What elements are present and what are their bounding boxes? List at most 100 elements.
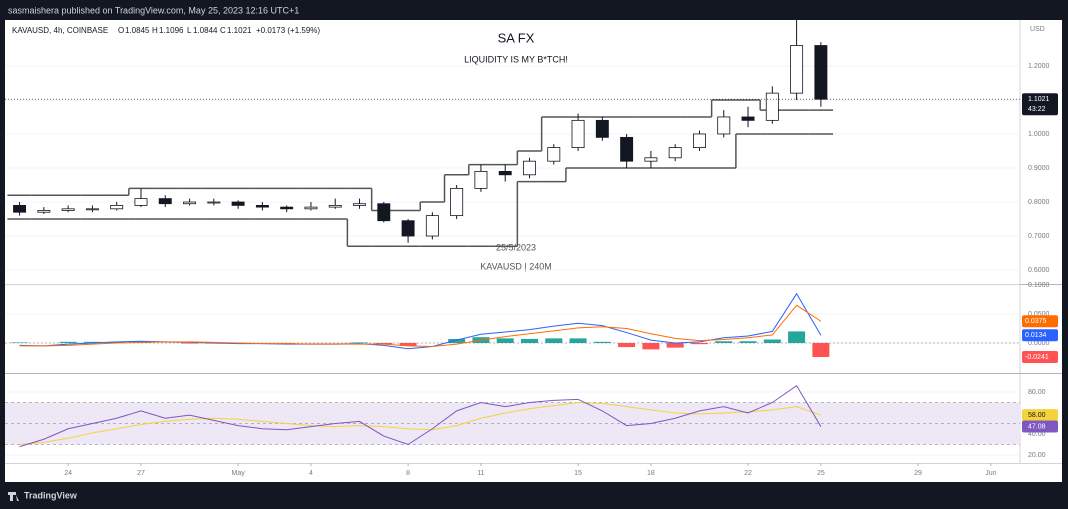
candle-body [304,206,318,210]
annotation: 25/5/2023 [496,242,536,252]
price-tag [1022,329,1058,342]
ohlc-value: 1.0844 [193,26,218,35]
brand-logo [8,492,19,501]
x-tick-label: 24 [64,470,72,477]
x-tick-label: 25 [817,470,825,477]
histogram-bar [83,341,101,343]
candle-body [425,215,439,237]
legend: KAVAUSD, 4h, COINBASE O 1.0845 H 1.1096 … [12,26,320,35]
ohlc-value: 1.1096 [159,26,184,35]
candle-body [474,170,488,189]
x-tick-label: Jun [985,470,996,477]
candle-body [741,116,755,121]
publisher: sasmaishera published on TradingView.com… [8,5,299,15]
candle-body [328,205,342,208]
histogram-bar [375,343,393,345]
histogram-bar [812,343,830,357]
candle-body [207,201,221,204]
chart-subtitle: LIQUIDITY IS MY B*TCH! [464,54,568,64]
histogram-bar [690,343,708,345]
histogram-bar [496,338,514,343]
histogram-bar [569,338,587,343]
price-tag-label: 0.0134 [1025,332,1047,339]
y-tick-label: 0.8000 [1028,199,1050,206]
histogram-bar [448,338,466,343]
ohlc-key: O [118,26,124,35]
candle-body [255,205,269,208]
ohlc-value: 1.0845 [125,26,150,35]
price-tag-label: 47.08 [1028,423,1046,430]
x-tick-label: 11 [477,470,484,477]
y-tick-label: 80.00 [1028,389,1046,396]
y-tick-label: 40.00 [1028,431,1046,438]
x-tick-label: 8 [406,470,410,477]
candle-body [110,205,124,210]
x-tick-label: 4 [309,470,313,477]
candle-body [498,170,512,176]
x-tick-label: May [231,470,245,477]
y-tick-label: 1.0000 [1028,131,1050,138]
candle-body [231,201,245,206]
histogram-bar [715,341,733,343]
chart-title: SA FX [498,30,535,45]
histogram-bar [181,343,199,344]
y-tick-label: 0.9000 [1028,165,1050,172]
ohlc-change: +0.0173 (+1.59%) [256,26,320,35]
candle-body [401,220,415,237]
candle-body [158,198,172,205]
price-tag [1022,409,1058,422]
ohlc-value: 1.1021 [227,26,252,35]
signal-line [19,304,822,347]
histogram-bar [593,341,611,343]
price-tag-label: 58.00 [1028,412,1046,419]
price-tag [1022,315,1058,328]
price-tag [1022,420,1058,433]
candle-body [717,116,731,135]
histogram-bar [763,339,781,343]
candle-body [13,205,27,213]
histogram-bar [108,341,126,343]
histogram-bar [739,341,757,343]
candle-body [280,206,294,210]
candle-body [547,147,561,162]
y-tick-label: 0.0000 [1028,340,1050,347]
countdown: 43:22 [1028,106,1046,113]
price-tag-label: 0.0375 [1025,318,1047,325]
histogram-bar [399,343,417,346]
histogram-bar [545,338,563,343]
candle-body [134,198,148,206]
annotation: KAVAUSD | 240M [480,261,552,271]
ohlc-key: H [152,26,158,35]
y-tick-label: 0.6000 [1028,267,1050,274]
rsi-ma-line [19,401,822,446]
x-tick-label: 22 [744,470,752,477]
histogram-bar [520,338,538,343]
x-tick-label: 27 [137,470,145,477]
x-tick-label: 15 [574,470,582,477]
candle-body [353,203,366,206]
y-tick-label: 1.2000 [1028,63,1050,70]
candle-body [85,208,99,211]
y-tick-label: 20.00 [1028,452,1046,459]
x-tick-label: 18 [647,470,655,477]
candle-body [595,119,609,138]
candle-body [377,203,391,222]
histogram-bar [642,343,660,350]
macd-line [19,292,822,350]
y-tick-label: 0.1000 [1028,282,1050,289]
candle-body [644,157,658,162]
histogram-bar [618,343,636,348]
price-tag [1022,350,1058,363]
rsi-line [19,384,822,448]
histogram-bar [666,343,684,348]
histogram-bar [351,342,369,343]
x-tick-label: 29 [914,470,922,477]
brand: TradingView [24,490,78,500]
y-tick-label: 0.0500 [1028,311,1050,318]
histogram-bar [11,342,29,343]
candle-body [693,133,706,148]
y-tick-label: 0.7000 [1028,233,1050,240]
candle-body [523,160,536,176]
candle-body [668,147,682,159]
ohlc-key: L [187,26,192,35]
